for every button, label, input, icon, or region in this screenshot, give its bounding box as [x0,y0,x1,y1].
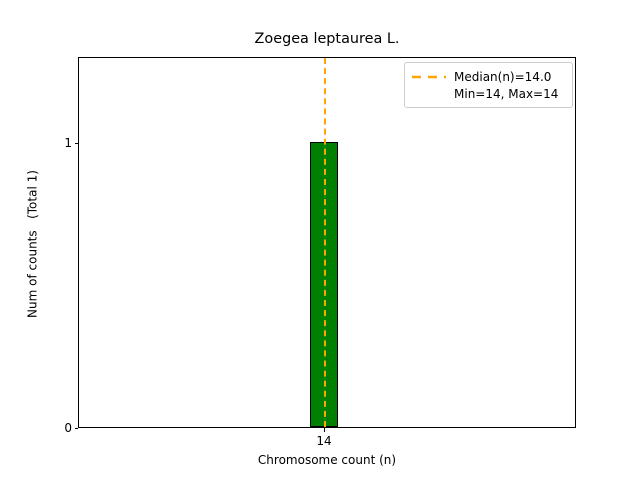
plot-area [78,57,576,428]
y-tick-mark-0 [74,427,78,429]
dashed-line-icon [411,70,447,84]
y-axis-label: Num of counts (Total 1) [25,170,40,318]
y-tick-label-1: 1 [64,136,72,150]
x-axis-label: Chromosome count (n) [257,453,397,467]
legend: Median(n)=14.0 Min=14, Max=14 [404,62,573,108]
legend-item-minmax: Min=14, Max=14 [411,85,566,102]
y-axis-label-container: Num of counts (Total 1) [25,59,41,430]
y-tick-mark-1 [74,142,78,144]
legend-label-minmax: Min=14, Max=14 [454,86,559,101]
legend-item-median: Median(n)=14.0 [411,68,566,85]
x-tick-label-14: 14 [316,434,332,448]
legend-label-median: Median(n)=14.0 [454,69,552,84]
median-line [324,58,326,427]
y-tick-label-0: 0 [64,421,72,435]
chart-title: Zoegea leptaurea L. [254,31,400,47]
x-tick-mark-14 [323,428,325,432]
